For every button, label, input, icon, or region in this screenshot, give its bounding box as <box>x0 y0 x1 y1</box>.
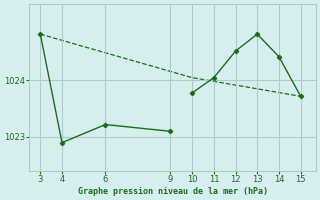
X-axis label: Graphe pression niveau de la mer (hPa): Graphe pression niveau de la mer (hPa) <box>78 187 268 196</box>
